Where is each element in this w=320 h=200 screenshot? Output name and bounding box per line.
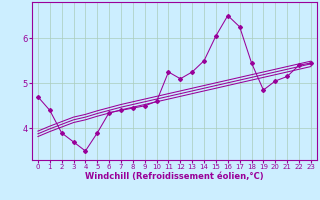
X-axis label: Windchill (Refroidissement éolien,°C): Windchill (Refroidissement éolien,°C): [85, 172, 264, 181]
